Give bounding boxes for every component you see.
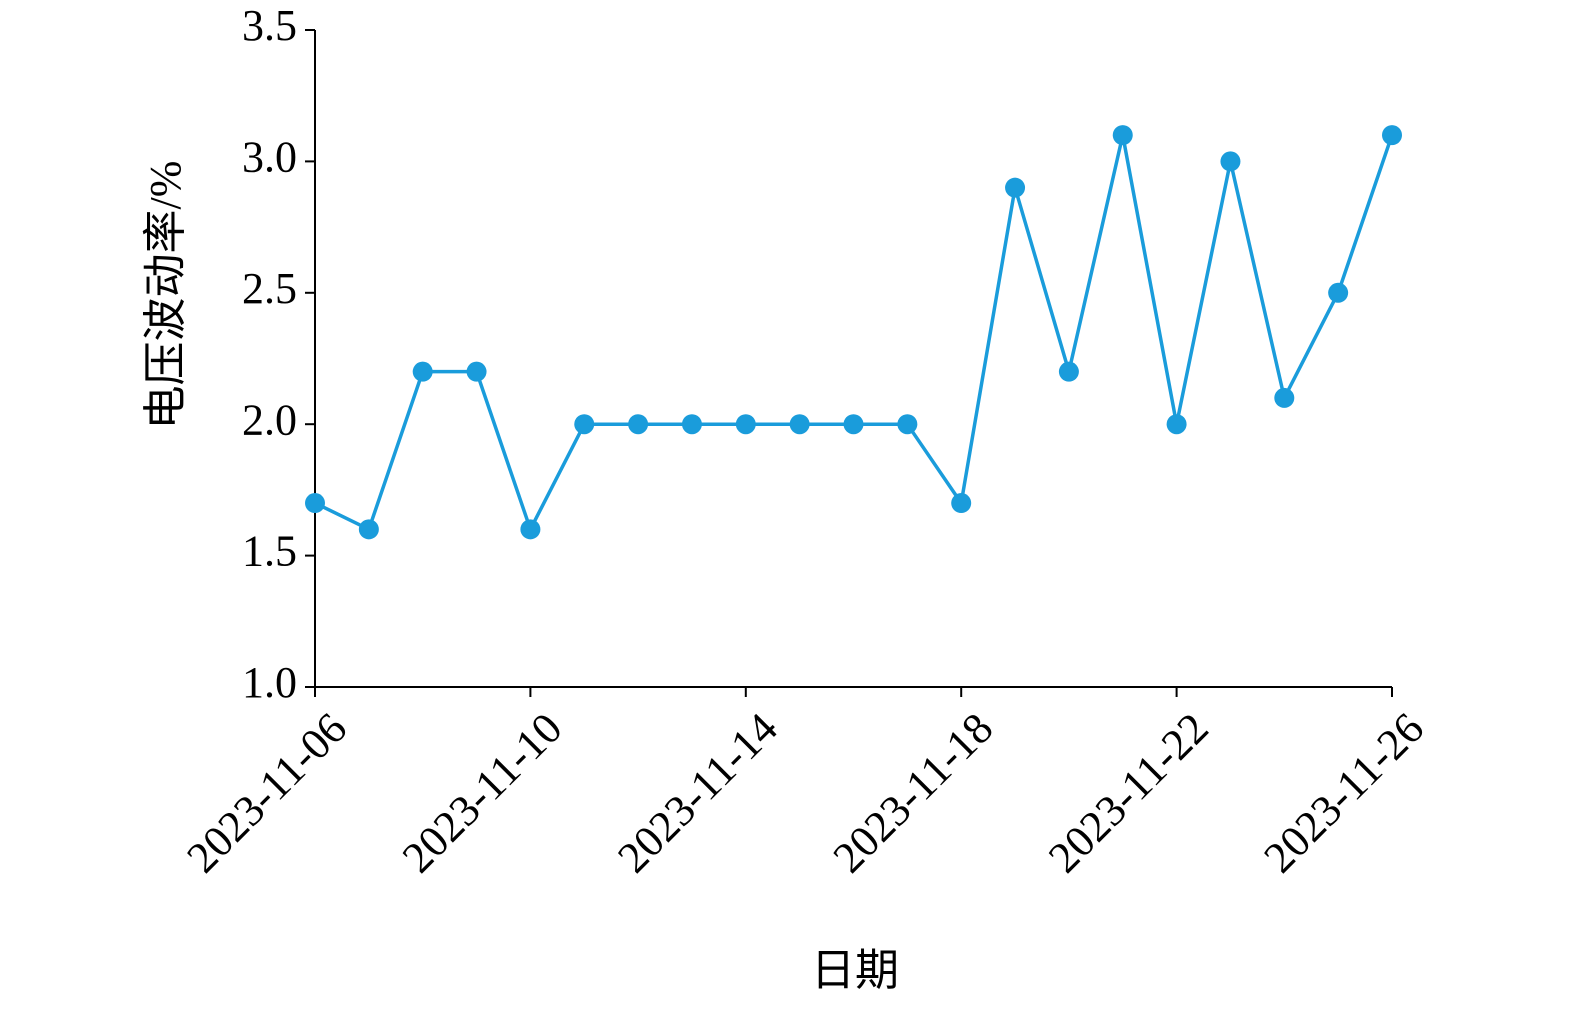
point — [1274, 387, 1295, 408]
y-tick-label: 1.5 — [242, 527, 297, 576]
point — [574, 414, 595, 435]
x-tick-label: 2023-11-22 — [1039, 703, 1218, 882]
y-axis-label: 电压波动率/% — [141, 161, 190, 430]
point — [897, 414, 918, 435]
point — [305, 493, 325, 514]
point — [735, 414, 756, 435]
y-tick-label: 2.0 — [242, 395, 297, 444]
point — [628, 414, 649, 435]
point — [1382, 125, 1402, 146]
x-tick-label: 2023-11-06 — [177, 703, 356, 882]
point — [358, 519, 379, 540]
x-tick-label: 2023-11-26 — [1254, 703, 1433, 882]
y-tick-label: 1.0 — [242, 658, 297, 707]
point — [1328, 282, 1349, 303]
x-tick-label: 2023-11-18 — [824, 703, 1003, 882]
point — [1112, 125, 1133, 146]
point — [1166, 414, 1187, 435]
point — [1005, 177, 1026, 198]
point — [466, 361, 487, 382]
point — [789, 414, 810, 435]
y-tick-label: 3.0 — [242, 132, 297, 181]
point — [681, 414, 702, 435]
point — [1220, 151, 1241, 172]
series-line — [314, 134, 1394, 534]
point — [1058, 361, 1079, 382]
point — [843, 414, 864, 435]
y-tick-label: 3.5 — [242, 1, 297, 50]
x-axis-label: 日期 — [811, 946, 899, 995]
x-tick-label: 2023-11-14 — [608, 703, 787, 882]
point — [520, 519, 541, 540]
point — [951, 493, 972, 514]
point — [412, 361, 433, 382]
x-tick-label: 2023-11-10 — [393, 703, 572, 882]
y-tick-label: 2.5 — [242, 264, 297, 313]
